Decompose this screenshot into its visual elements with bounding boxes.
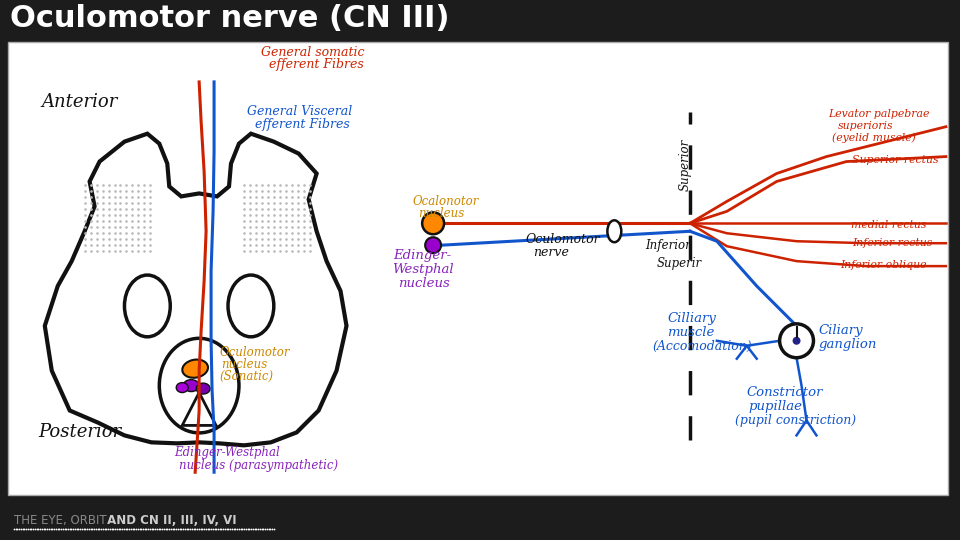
Text: Superior rectus: Superior rectus — [852, 154, 939, 165]
Ellipse shape — [159, 338, 239, 433]
Ellipse shape — [182, 360, 208, 378]
Text: Posterior: Posterior — [37, 423, 121, 441]
Text: nerve: nerve — [533, 246, 568, 259]
Text: Oculomotor: Oculomotor — [526, 233, 600, 246]
Ellipse shape — [228, 275, 274, 337]
Text: THE EYE, ORBIT: THE EYE, ORBIT — [14, 514, 107, 526]
Text: medial rectus: medial rectus — [852, 220, 926, 230]
Text: Levator palpebrae: Levator palpebrae — [828, 109, 930, 119]
Text: (eyelid muscle): (eyelid muscle) — [832, 132, 916, 143]
Text: Inferior: Inferior — [645, 239, 691, 252]
Text: Constrictor: Constrictor — [747, 386, 824, 399]
Text: (pupil constriction): (pupil constriction) — [734, 414, 856, 427]
Text: Anterior: Anterior — [42, 93, 118, 111]
Text: General somatic: General somatic — [261, 45, 365, 58]
Text: Edinger-: Edinger- — [394, 248, 451, 262]
Ellipse shape — [183, 380, 199, 392]
Text: nucleus (parasympathetic): nucleus (parasympathetic) — [180, 459, 338, 472]
Text: muscle: muscle — [667, 326, 714, 339]
Text: (Accomodation): (Accomodation) — [652, 340, 752, 353]
Text: superioris: superioris — [838, 121, 894, 131]
Circle shape — [793, 337, 801, 345]
Text: (Sonatic): (Sonatic) — [219, 370, 274, 383]
Text: Oculomotor: Oculomotor — [219, 346, 290, 359]
Ellipse shape — [608, 220, 621, 242]
Text: efferent Fibres: efferent Fibres — [255, 118, 349, 131]
Text: AND CN II, III, IV, VI: AND CN II, III, IV, VI — [103, 514, 236, 526]
Text: nucleus: nucleus — [398, 276, 450, 289]
Text: Inferior rectus: Inferior rectus — [852, 238, 933, 248]
Text: Ocalonotor: Ocalonotor — [412, 195, 479, 208]
Ellipse shape — [125, 275, 170, 337]
Text: Cilliary: Cilliary — [667, 312, 716, 326]
Circle shape — [425, 237, 441, 253]
Text: Superior: Superior — [679, 139, 692, 192]
Text: Edinger-Westphal: Edinger-Westphal — [175, 446, 280, 459]
FancyBboxPatch shape — [8, 42, 948, 495]
Text: General Visceral: General Visceral — [247, 105, 352, 118]
Text: Superir: Superir — [658, 256, 703, 269]
Text: ganglion: ganglion — [819, 338, 876, 352]
Circle shape — [780, 324, 813, 357]
Text: efferent Fibres: efferent Fibres — [269, 58, 364, 71]
Text: Oculomotor nerve (CN III): Oculomotor nerve (CN III) — [10, 4, 449, 33]
Ellipse shape — [196, 383, 210, 394]
Text: Westphal: Westphal — [393, 262, 454, 275]
Circle shape — [422, 212, 444, 234]
Text: Ciliary: Ciliary — [819, 325, 863, 338]
Ellipse shape — [177, 383, 188, 393]
Text: Inferior oblique: Inferior oblique — [840, 260, 926, 270]
Polygon shape — [182, 393, 216, 426]
Polygon shape — [45, 134, 347, 446]
Text: nucleus: nucleus — [221, 358, 267, 371]
Text: pupillae: pupillae — [749, 400, 803, 413]
Text: nucleus: nucleus — [419, 207, 465, 220]
